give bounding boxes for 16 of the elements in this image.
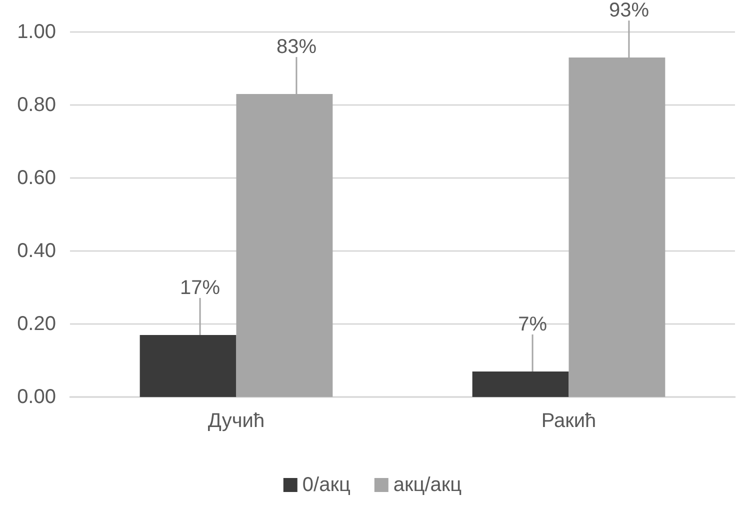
- y-tick-label: 0.60: [17, 167, 56, 189]
- legend-label: 0/акц: [302, 474, 350, 496]
- y-tick-label: 0.40: [17, 240, 56, 262]
- y-tick-label: 1.00: [17, 21, 56, 43]
- data-label: 7%: [518, 313, 548, 336]
- x-tick-label: Дучић: [208, 410, 265, 432]
- data-label: 83%: [276, 36, 317, 58]
- y-tick-label: 0.80: [17, 94, 56, 116]
- data-label: 93%: [608, 0, 650, 22]
- bar: [472, 371, 569, 397]
- data-label: 17%: [180, 276, 220, 299]
- bar: [140, 334, 236, 397]
- y-tick-label: 0.20: [17, 313, 56, 335]
- x-tick-label: Ракић: [541, 410, 596, 432]
- y-tick-label: 0.00: [17, 386, 56, 408]
- legend-label: акц/акц: [393, 474, 462, 496]
